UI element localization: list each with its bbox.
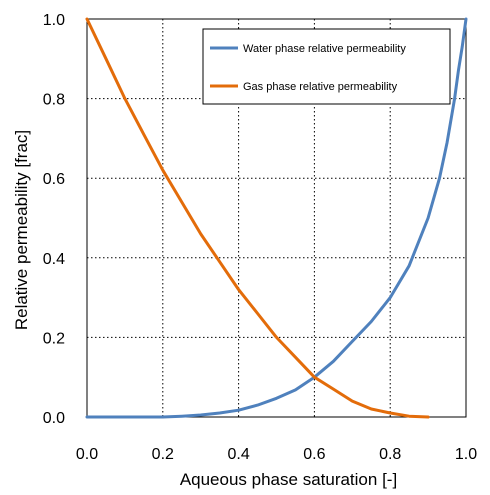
x-tick-label: 0.8 — [379, 446, 401, 463]
y-tick-label: 0.4 — [43, 251, 65, 268]
y-axis-title: Relative permeability [frac] — [12, 130, 31, 330]
legend-label: Gas phase relative permeability — [243, 81, 398, 93]
x-tick-label: 0.0 — [76, 446, 98, 463]
legend-box — [202, 28, 451, 105]
x-tick-label: 1.0 — [455, 446, 477, 463]
x-axis-title: Aqueous phase saturation [-] — [180, 470, 397, 489]
plot-area-frame — [86, 18, 467, 418]
y-tick-label: 1.0 — [43, 12, 65, 29]
y-tick-label: 0.8 — [43, 92, 65, 109]
legend: Water phase relative permeability Gas pha… — [202, 28, 451, 105]
y-tick-label: 0.6 — [43, 171, 65, 188]
legend-label: Water phase relative permeability — [243, 43, 406, 55]
x-tick-label: 0.2 — [152, 446, 174, 463]
series-line-1 — [85, 17, 430, 419]
x-tick-label: 0.6 — [303, 446, 325, 463]
y-tick-label: 0.0 — [43, 410, 65, 427]
axis-ticks: 0.0 0.2 0.4 0.6 0.8 1.0 0.0 0.2 0.4 0.6 0.8 1.0 — [43, 12, 477, 463]
y-tick-label: 0.2 — [43, 330, 65, 347]
series-line-0 — [85, 17, 468, 419]
series-lines — [85, 17, 468, 419]
x-tick-label: 0.4 — [227, 446, 249, 463]
